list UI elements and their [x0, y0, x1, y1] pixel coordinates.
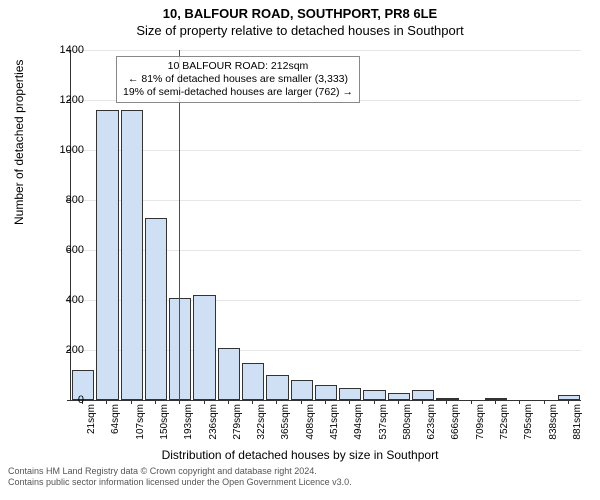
- xtick-mark: [301, 400, 302, 404]
- footer-line1: Contains HM Land Registry data © Crown c…: [8, 466, 600, 477]
- gridline: [71, 150, 581, 151]
- xtick-mark: [179, 400, 180, 404]
- xtick-mark: [349, 400, 350, 404]
- annotation-box: 10 BALFOUR ROAD: 212sqm ← 81% of detache…: [116, 56, 360, 103]
- ytick-label: 0: [44, 394, 84, 406]
- histogram-bar: [363, 390, 385, 400]
- annotation-line3: 19% of semi-detached houses are larger (…: [123, 86, 353, 99]
- chart-area: 10 BALFOUR ROAD: 212sqm ← 81% of detache…: [70, 50, 580, 400]
- footer-attribution: Contains HM Land Registry data © Crown c…: [0, 466, 600, 488]
- histogram-bar: [266, 375, 288, 400]
- histogram-bar: [412, 390, 434, 400]
- histogram-bar: [339, 388, 361, 401]
- ytick-label: 1400: [44, 44, 84, 56]
- histogram-bar: [145, 218, 167, 401]
- xtick-mark: [252, 400, 253, 404]
- footer-line2: Contains public sector information licen…: [8, 477, 600, 488]
- ytick-label: 400: [44, 294, 84, 306]
- chart-container: { "titles": { "address": "10, BALFOUR RO…: [0, 0, 600, 500]
- ytick-label: 1200: [44, 94, 84, 106]
- histogram-bar: [388, 393, 410, 401]
- annotation-line1: 10 BALFOUR ROAD: 212sqm: [123, 60, 353, 73]
- histogram-bar: [96, 110, 118, 400]
- chart-title-address: 10, BALFOUR ROAD, SOUTHPORT, PR8 6LE: [0, 0, 600, 21]
- xtick-mark: [325, 400, 326, 404]
- gridline: [71, 50, 581, 51]
- xtick-mark: [276, 400, 277, 404]
- histogram-bar: [193, 295, 215, 400]
- histogram-bar: [291, 380, 313, 400]
- y-axis-label: Number of detached properties: [12, 60, 26, 225]
- x-axis-label: Distribution of detached houses by size …: [0, 448, 600, 462]
- ytick-label: 800: [44, 194, 84, 206]
- ytick-label: 1000: [44, 144, 84, 156]
- histogram-bar: [169, 298, 191, 401]
- xtick-mark: [471, 400, 472, 404]
- xtick-mark: [228, 400, 229, 404]
- xtick-mark: [106, 400, 107, 404]
- histogram-bar: [218, 348, 240, 401]
- xtick-mark: [568, 400, 569, 404]
- annotation-line2: ← 81% of detached houses are smaller (3,…: [123, 73, 353, 86]
- gridline: [71, 200, 581, 201]
- xtick-mark: [519, 400, 520, 404]
- histogram-bar: [242, 363, 264, 401]
- xtick-mark: [422, 400, 423, 404]
- histogram-bar: [315, 385, 337, 400]
- ytick-label: 600: [44, 244, 84, 256]
- xtick-mark: [204, 400, 205, 404]
- xtick-mark: [374, 400, 375, 404]
- xtick-mark: [155, 400, 156, 404]
- xtick-mark: [446, 400, 447, 404]
- ytick-label: 200: [44, 344, 84, 356]
- chart-subtitle: Size of property relative to detached ho…: [0, 21, 600, 38]
- histogram-bar: [121, 110, 143, 400]
- xtick-mark: [131, 400, 132, 404]
- xtick-mark: [495, 400, 496, 404]
- xtick-mark: [398, 400, 399, 404]
- xtick-mark: [544, 400, 545, 404]
